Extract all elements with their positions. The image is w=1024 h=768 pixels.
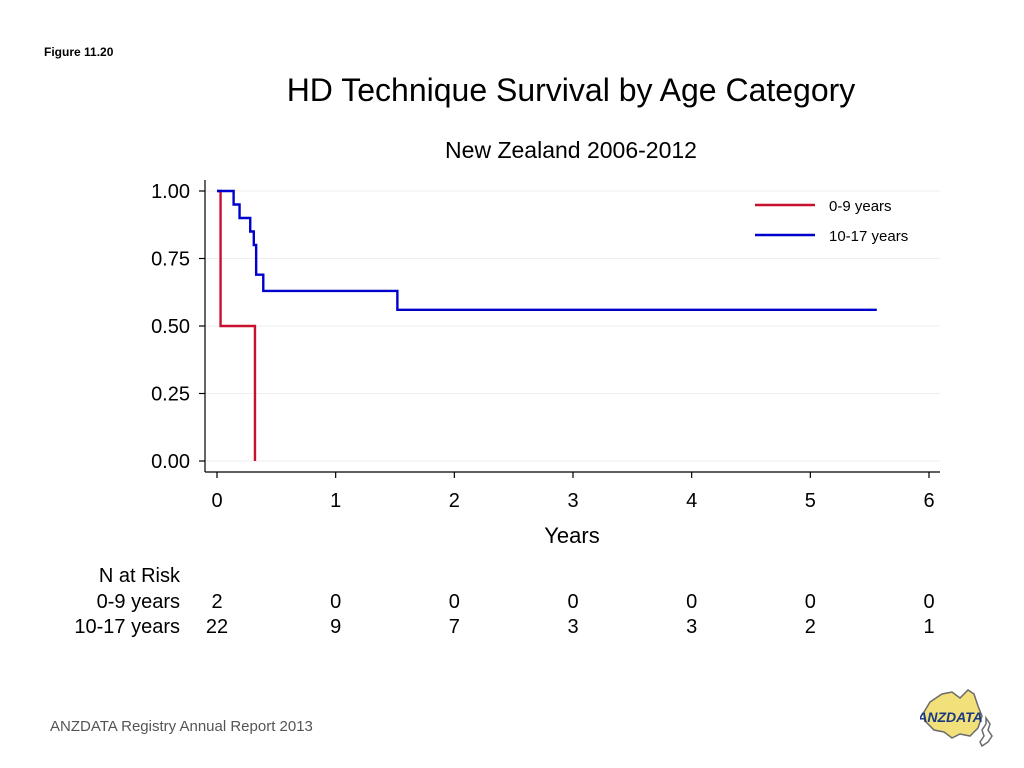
risk-cell: 22 (205, 616, 229, 638)
australia-map-shape (923, 689, 983, 739)
risk-table-heading: N at Risk (98, 565, 180, 587)
x-tick-label: 1 (330, 490, 341, 512)
x-tick-label: 0 (211, 490, 222, 512)
figure-label: Figure 11.20 (44, 45, 114, 59)
x-axis-label: Years (544, 523, 599, 548)
axes-layer: 0.00 0.25 0.50 0.75 1.00 0 1 2 3 4 5 6 (151, 180, 940, 512)
grid-layer (205, 190, 940, 462)
risk-cell: 1 (923, 616, 935, 638)
x-tick-label: 3 (567, 490, 578, 512)
chart-title: HD Technique Survival by Age Category (286, 72, 856, 108)
y-tick-label: 0.25 (151, 384, 190, 406)
risk-row-label-0-9: 0-9 years (96, 591, 180, 613)
series-layer (217, 189, 877, 461)
y-tick-label: 0.00 (151, 451, 190, 473)
risk-cell: 9 (330, 616, 342, 638)
y-tick-label: 0.50 (151, 316, 190, 338)
legend: 0-9 years 10-17 years (755, 198, 908, 245)
risk-cell: 0 (567, 591, 579, 613)
new-zealand-shape (979, 715, 993, 748)
risk-cell: 0 (686, 591, 698, 613)
chart-subtitle: New Zealand 2006-2012 (445, 137, 697, 163)
risk-cell: 0 (330, 591, 342, 613)
x-tick-label: 5 (805, 490, 816, 512)
risk-table: N at Risk 0-9 years 10-17 years 2 0 0 0 0 0 0 2… (0, 565, 1024, 645)
legend-label-0: 0-9 years (829, 198, 892, 215)
footer-text: ANZDATA Registry Annual Report 2013 (50, 718, 313, 735)
risk-cell: 3 (686, 616, 698, 638)
risk-cell: 2 (211, 591, 223, 613)
risk-row-label-10-17: 10-17 years (74, 616, 180, 638)
logo-text: ANZDATA (920, 709, 983, 725)
risk-cell: 7 (448, 616, 460, 638)
risk-cell: 0 (448, 591, 460, 613)
x-tick-label: 4 (686, 490, 697, 512)
series-line-1 (217, 189, 877, 311)
risk-cell: 0 (923, 591, 935, 613)
x-tick-label: 6 (923, 490, 934, 512)
survival-chart: 0.00 0.25 0.50 0.75 1.00 0 1 2 3 4 5 6 0-9 years 10-… (151, 180, 940, 548)
y-tick-label: 1.00 (151, 181, 190, 203)
risk-cell: 2 (804, 616, 816, 638)
legend-label-1: 10-17 years (829, 228, 908, 245)
x-tick-label: 2 (449, 490, 460, 512)
risk-cell: 3 (567, 616, 579, 638)
risk-cell: 0 (804, 591, 816, 613)
anzdata-logo: ANZDATA (920, 689, 993, 748)
y-tick-label: 0.75 (151, 249, 190, 271)
